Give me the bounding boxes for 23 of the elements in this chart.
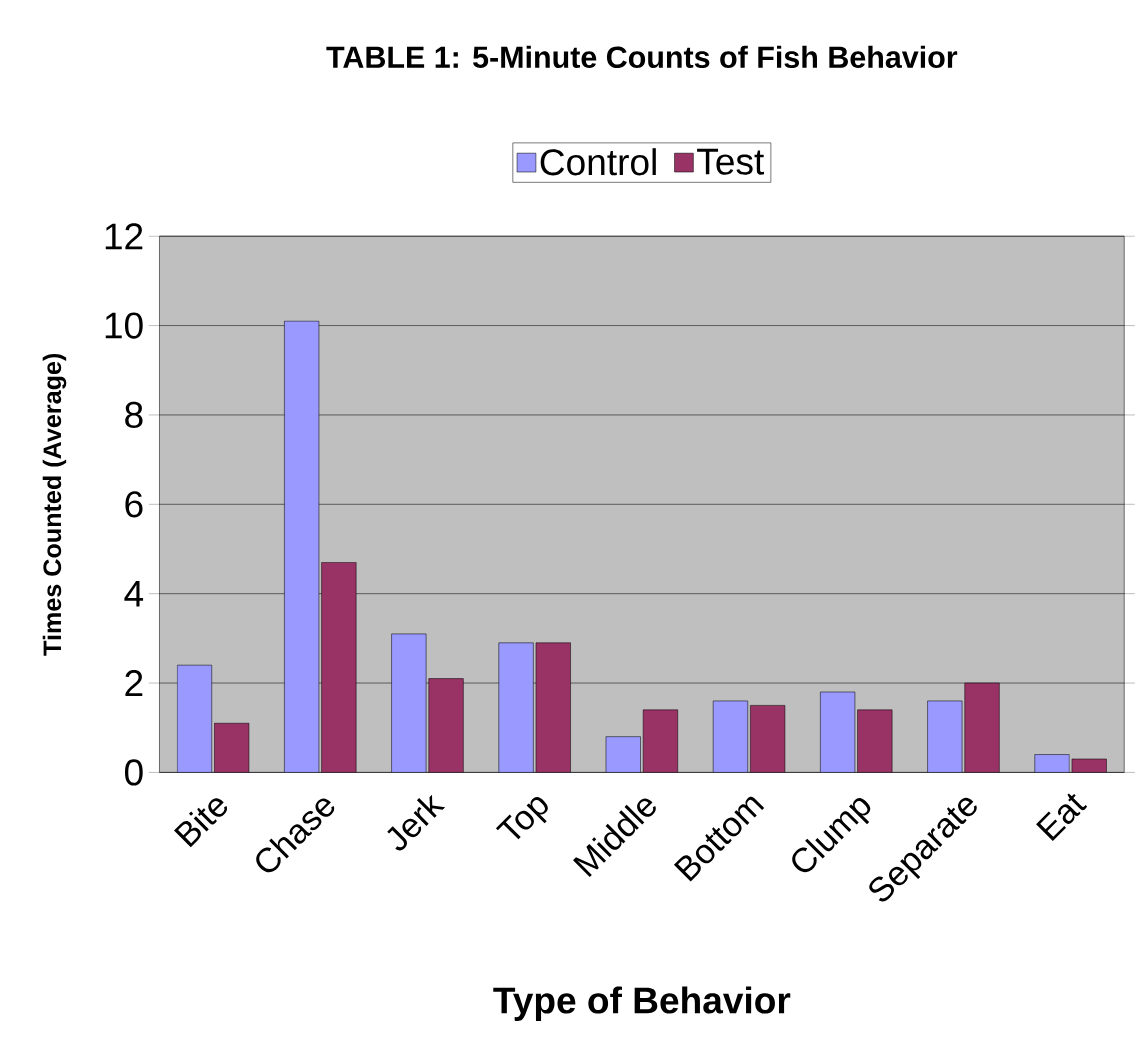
x-axis-title: Type of Behavior bbox=[493, 986, 791, 1021]
bar bbox=[1071, 758, 1107, 773]
bar bbox=[605, 736, 641, 773]
bar bbox=[750, 704, 786, 773]
x-tick-label: Bite bbox=[174, 798, 228, 848]
bar bbox=[712, 700, 748, 773]
y-tick-label: 4 bbox=[124, 580, 144, 607]
bar bbox=[214, 722, 250, 773]
y-tick-label: 12 bbox=[105, 223, 143, 249]
y-tick-label: 2 bbox=[125, 669, 143, 696]
y-axis-title: Times Counted (Average) bbox=[42, 353, 67, 656]
x-tick-label: Eat bbox=[1036, 793, 1088, 841]
y-tick-label: 8 bbox=[125, 401, 143, 428]
bar bbox=[1034, 754, 1070, 773]
bar bbox=[642, 709, 678, 773]
x-tick-label: Top bbox=[495, 796, 548, 840]
legend-label: Test bbox=[697, 148, 765, 175]
y-tick-label: 0 bbox=[125, 759, 143, 786]
chart-title: TABLE 1: 5-Minute Counts of Fish Behavior bbox=[326, 45, 958, 68]
legend-label: Control bbox=[540, 147, 656, 176]
x-tick-label: Jerk bbox=[387, 794, 446, 851]
y-tick-label: 6 bbox=[125, 490, 143, 518]
y-tick-label: 10 bbox=[105, 312, 143, 339]
